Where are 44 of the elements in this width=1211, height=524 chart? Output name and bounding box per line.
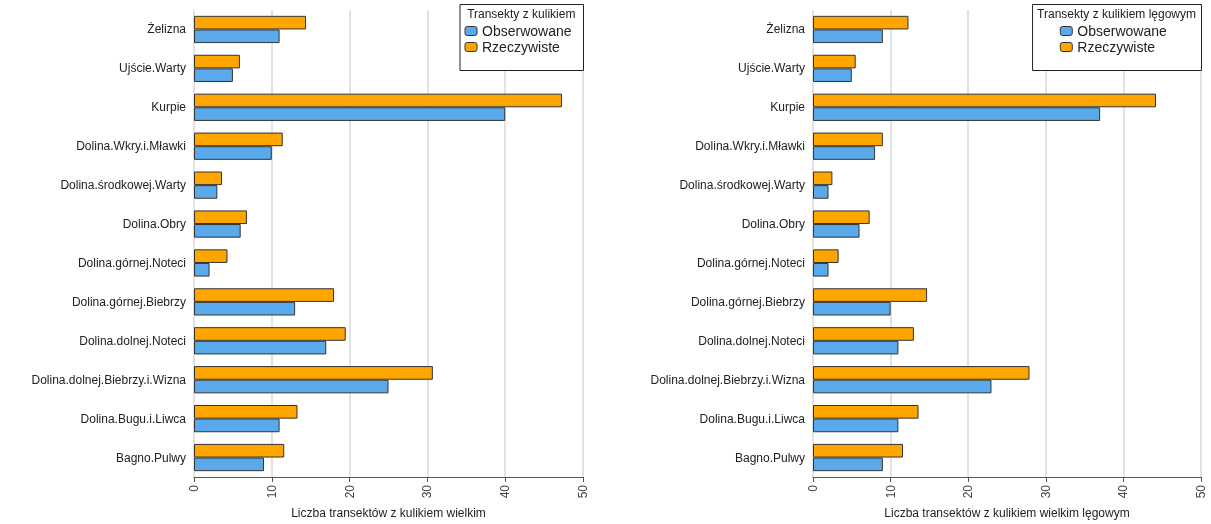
legend-title: Transekty z kulikiem lęgowym — [1037, 7, 1197, 21]
x-tick-label: 20 — [961, 484, 976, 499]
y-tick-label: Bagno.Pulwy — [115, 450, 186, 465]
y-tick-label: Dolina.Obry — [741, 217, 805, 232]
x-tick-label: 10 — [883, 484, 898, 499]
legend-title: Transekty z kulikiem — [467, 7, 576, 21]
y-tick-label: Dolina.dolnej.Noteci — [79, 333, 186, 348]
x-tick-label: 30 — [1038, 484, 1053, 499]
x-tick-label: 50 — [1194, 484, 1208, 499]
y-tick-label: Żelizna — [766, 22, 806, 37]
y-tick-label: Dolina.dolnej.Biebrzy.i.Wizna — [650, 372, 806, 387]
x-axis-title: Liczba transektów z kulikiem wielkim — [291, 506, 486, 520]
x-tick-label: 20 — [342, 484, 357, 499]
y-tick-label: Dolina.środkowej.Warty — [679, 178, 805, 193]
x-tick-label: 10 — [264, 484, 279, 499]
legend-label: Rzeczywiste — [1077, 39, 1156, 55]
legend-label: Obserwowane — [1077, 23, 1167, 39]
y-tick-label: Dolina.górnej.Biebrzy — [71, 294, 186, 309]
x-tick-label: 40 — [498, 484, 513, 499]
x-tick-label: 40 — [1116, 484, 1131, 499]
y-tick-label: Dolina.Bugu.i.Liwca — [80, 411, 187, 426]
y-tick-label: Kurpie — [770, 100, 806, 115]
y-tick-label: Dolina.Wkry.i.Mławki — [76, 139, 186, 154]
legend-label: Rzeczywiste — [482, 39, 561, 55]
y-tick-label: Dolina.górnej.Biebrzy — [690, 294, 805, 309]
x-tick-label: 30 — [420, 484, 435, 499]
x-axis-title: Liczba transektów z kulikiem wielkim lęgowym — [884, 506, 1130, 520]
y-tick-label: Dolina.Wkry.i.Mławki — [695, 139, 805, 154]
x-tick-label: 0 — [806, 484, 820, 492]
x-tick-label: 0 — [187, 484, 201, 492]
y-tick-label: Ujście.Warty — [119, 61, 186, 76]
y-tick-label: Dolina.dolnej.Biebrzy.i.Wizna — [31, 372, 187, 387]
y-tick-label: Bagno.Pulwy — [734, 450, 805, 465]
y-tick-label: Dolina.dolnej.Noteci — [698, 333, 805, 348]
y-tick-label: Żelizna — [147, 22, 187, 37]
y-tick-label: Dolina.Obry — [122, 217, 186, 232]
y-tick-label: Dolina.środkowej.Warty — [60, 178, 186, 193]
x-tick-label: 50 — [576, 484, 590, 499]
y-tick-label: Ujście.Warty — [738, 61, 805, 76]
legend-label: Obserwowane — [482, 23, 572, 39]
y-tick-label: Dolina.górnej.Noteci — [77, 255, 186, 270]
y-tick-label: Kurpie — [151, 100, 187, 115]
y-tick-label: Dolina.Bugu.i.Liwca — [699, 411, 806, 426]
y-tick-label: Dolina.górnej.Noteci — [696, 255, 805, 270]
